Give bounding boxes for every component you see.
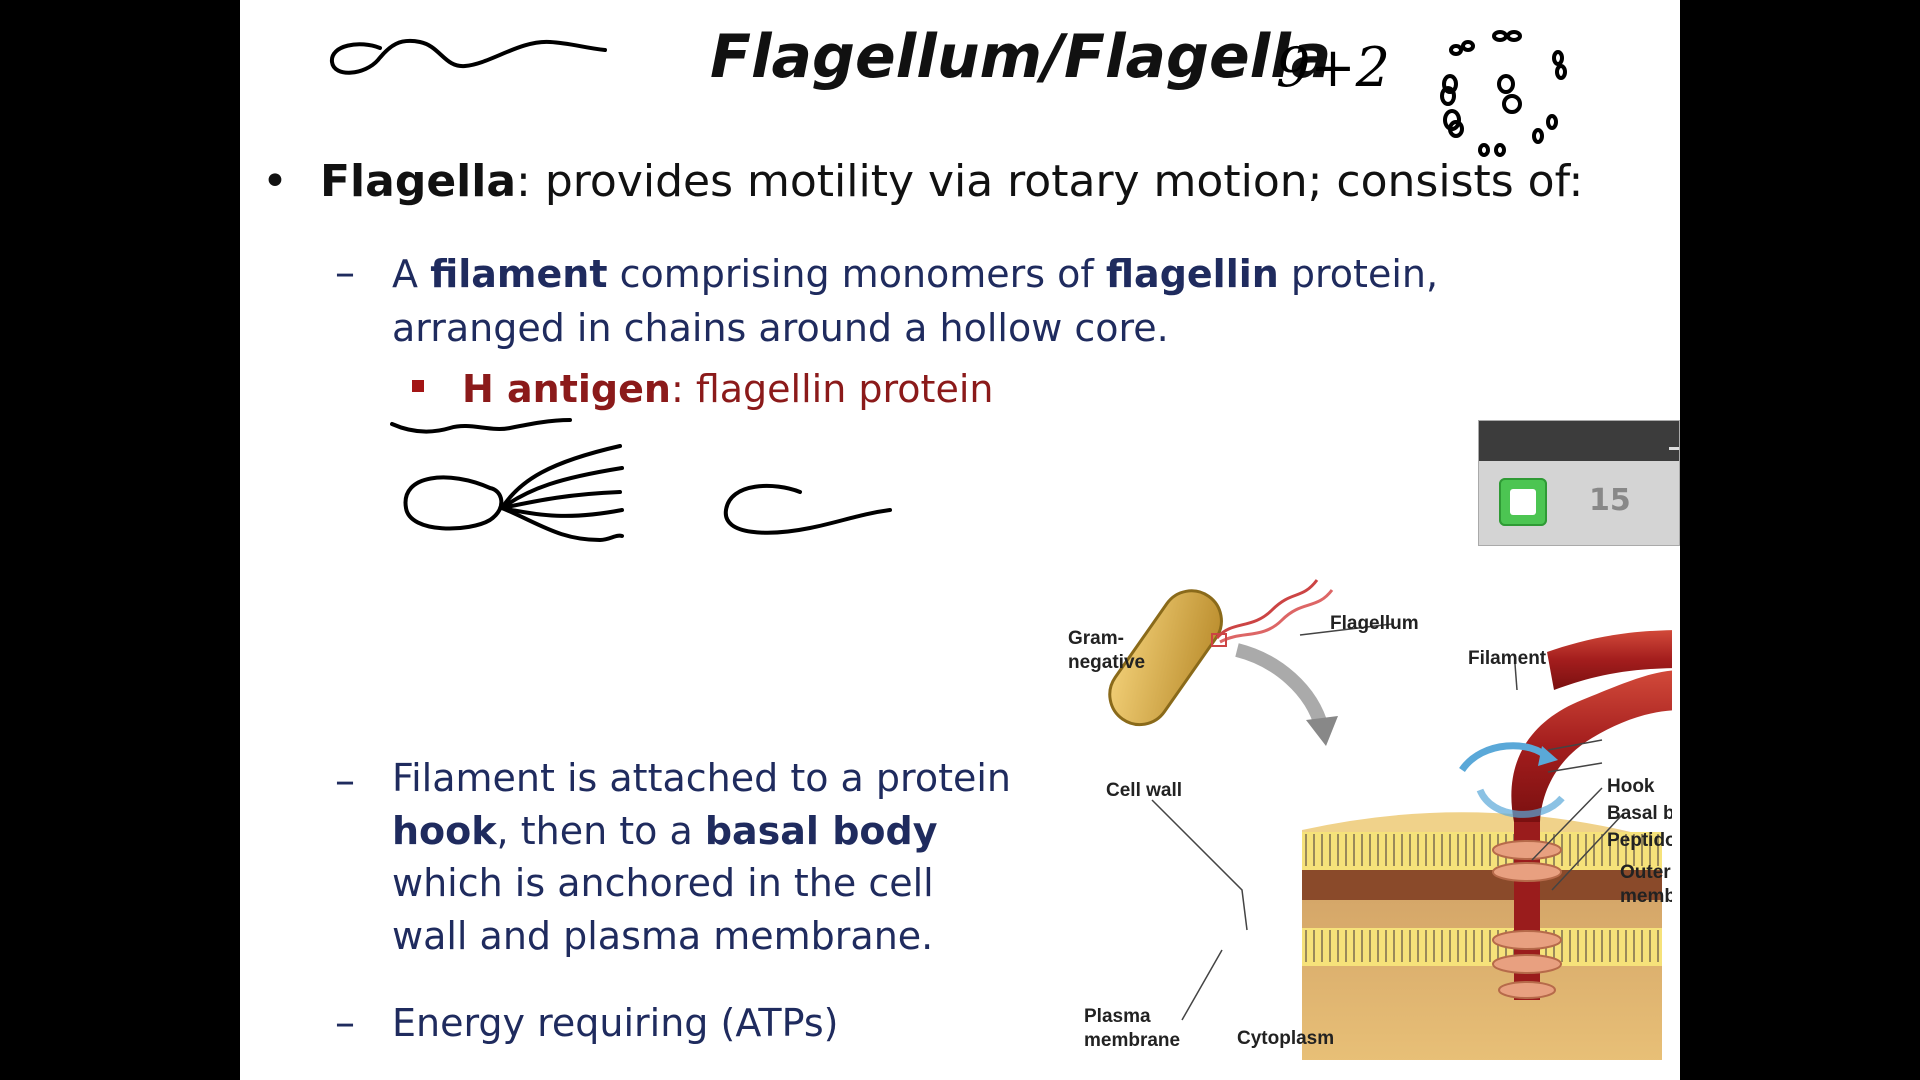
label-outer-2: membrane bbox=[1620, 886, 1672, 907]
stop-record-button[interactable] bbox=[1499, 478, 1547, 526]
plasma-membrane-band bbox=[1302, 928, 1662, 966]
handwritten-microtubule-doodle bbox=[1440, 30, 1567, 157]
bullet-text: : provides motility via rotary motion; c… bbox=[516, 156, 1584, 207]
label-plasma-1: Plasma bbox=[1084, 1006, 1151, 1027]
hook-and-filament bbox=[1511, 670, 1672, 822]
sub-bullet-2: Filament is attached to a protein hook, … bbox=[392, 756, 1011, 958]
term-hook: hook bbox=[392, 808, 497, 853]
sub-bullet-1-dash: – bbox=[335, 250, 355, 296]
label-peptidoglycan: Peptidoglycan bbox=[1607, 830, 1672, 851]
minimize-icon[interactable] bbox=[1669, 447, 1679, 450]
slide-counter: 15 bbox=[1589, 483, 1631, 518]
basal-body-rings bbox=[1492, 840, 1562, 999]
term-filament: filament bbox=[430, 252, 608, 296]
label-flagellum: Flagellum bbox=[1330, 613, 1419, 634]
h-antigen-line: H antigen: flagellin protein bbox=[462, 367, 994, 411]
handwritten-note: 9+2 bbox=[1276, 36, 1390, 99]
peptidoglycan-layer bbox=[1302, 870, 1662, 900]
slide-title: Flagellum/Flagella bbox=[710, 22, 1332, 92]
sub-bullet-1: A filament comprising monomers of flagel… bbox=[392, 252, 1439, 350]
handwritten-flagellum-sketch bbox=[330, 39, 607, 75]
stop-icon bbox=[1510, 489, 1536, 515]
term-basal-body: basal body bbox=[704, 808, 938, 853]
label-cytoplasm: Cytoplasm bbox=[1237, 1028, 1334, 1049]
handwritten-bacteria-sketches bbox=[390, 418, 892, 542]
recording-widget: 15 bbox=[1478, 420, 1680, 546]
label-cell-wall: Cell wall bbox=[1106, 780, 1182, 801]
label-basal-body: Basal body bbox=[1607, 803, 1672, 824]
bullet-dot: • bbox=[262, 156, 288, 207]
sub-bullet-3-dash: – bbox=[335, 1000, 355, 1046]
label-outer-1: Outer bbox=[1620, 862, 1671, 883]
sub-bullet-2-dash: – bbox=[335, 758, 355, 804]
label-gram-1: Gram- bbox=[1068, 628, 1124, 649]
filament-tip bbox=[1547, 630, 1672, 690]
sub-bullet-3: Energy requiring (ATPs) bbox=[392, 1001, 839, 1045]
widget-titlebar[interactable] bbox=[1479, 421, 1679, 461]
bacterium-illustration bbox=[1108, 589, 1223, 727]
square-bullet bbox=[412, 380, 424, 392]
flagellum-structure-figure: Flagellum Gram- negative Filament Cell w… bbox=[1068, 579, 1672, 1060]
label-plasma-2: membrane bbox=[1084, 1030, 1180, 1051]
zoom-arrow-icon bbox=[1235, 643, 1329, 731]
flagellum-on-cell bbox=[1215, 579, 1319, 640]
slide: Flagellum/Flagella 9+2 • Flagella: provi… bbox=[240, 0, 1680, 1080]
term-flagellin: flagellin bbox=[1105, 252, 1279, 296]
bullet-term: Flagella bbox=[320, 156, 517, 207]
term-h-antigen: H antigen bbox=[462, 367, 671, 411]
label-gram-2: negative bbox=[1068, 652, 1145, 673]
label-hook: Hook bbox=[1607, 776, 1655, 797]
outer-membrane-band bbox=[1302, 832, 1662, 870]
label-filament: Filament bbox=[1468, 648, 1547, 669]
